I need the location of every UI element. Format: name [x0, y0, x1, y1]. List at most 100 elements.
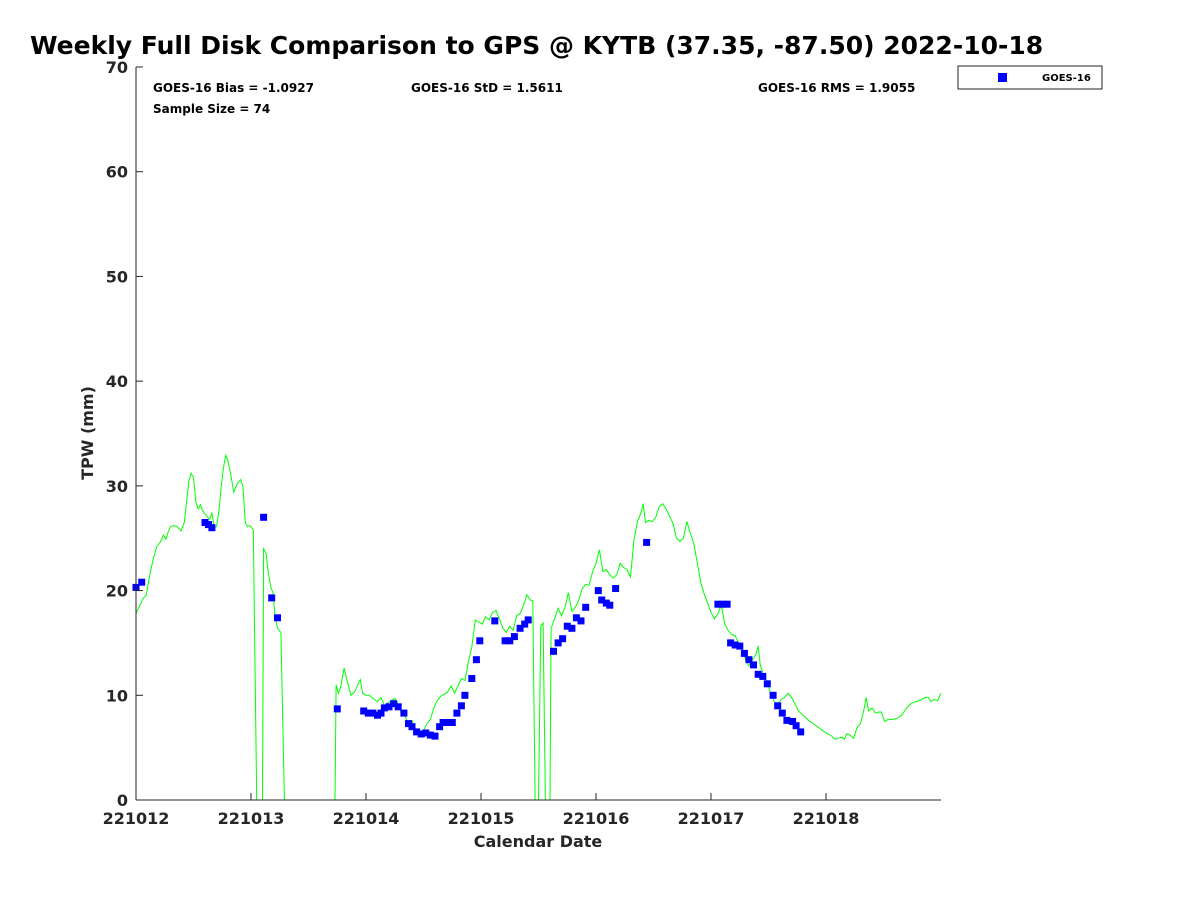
goes16-point	[274, 614, 281, 622]
goes16-point	[360, 707, 368, 715]
x-tick-label: 221014	[333, 809, 400, 828]
goes16-point	[769, 691, 777, 699]
goes16-point	[385, 703, 393, 711]
goes16-point	[606, 601, 614, 609]
goes16-point	[268, 594, 276, 602]
goes16-point	[426, 731, 434, 739]
x-tick-label: 221017	[678, 809, 745, 828]
y-tick-label: 20	[106, 582, 128, 601]
goes16-point	[408, 723, 416, 731]
goes16-point	[745, 656, 753, 664]
y-axis-label: TPW (mm)	[78, 386, 97, 480]
y-tick-label: 60	[106, 163, 128, 182]
goes16-point	[472, 656, 480, 664]
bias-stat: GOES-16 Bias = -1.0927	[153, 81, 314, 95]
goes16-point	[731, 641, 739, 649]
x-tick-label: 221012	[103, 809, 170, 828]
x-axis-ticks: 221012 221013 221014 221015 221016 221017 2210…	[103, 793, 860, 828]
y-tick-label: 0	[117, 791, 128, 810]
goes16-point	[789, 718, 797, 725]
plot-area: 0 10 20 30 40 50 60 70 221012 221013 221014 221015…	[103, 58, 942, 828]
legend-label-goes16: GOES-16	[1042, 73, 1091, 84]
gps-line	[262, 546, 285, 801]
goes16-point	[364, 709, 372, 717]
goes16-point	[491, 617, 499, 625]
goes16-point	[516, 624, 524, 632]
x-tick-label: 221018	[793, 809, 860, 828]
gps-series	[135, 453, 942, 801]
goes16-point	[208, 524, 216, 532]
goes16-point	[550, 647, 557, 655]
goes16-point	[783, 716, 791, 724]
legend: GOES-16	[957, 65, 1103, 90]
goes16-point	[792, 722, 800, 730]
x-tick-label: 221015	[448, 809, 515, 828]
goes16-point	[369, 709, 377, 717]
goes16-point	[510, 633, 518, 641]
goes16-point	[506, 637, 514, 645]
x-tick-label: 221016	[563, 809, 630, 828]
goes16-point	[572, 614, 580, 622]
goes16-point	[763, 680, 771, 688]
goes16-point	[719, 600, 726, 608]
y-axis-ticks: 0 10 20 30 40 50 60 70	[106, 58, 143, 810]
y-tick-label: 70	[106, 58, 128, 77]
legend-marker-goes16	[998, 73, 1007, 82]
goes16-point	[422, 729, 430, 737]
goes16-point	[444, 719, 452, 726]
goes16-point	[453, 709, 461, 717]
gps-line	[334, 502, 942, 801]
goes16-point	[390, 700, 398, 708]
goes16-point	[380, 704, 388, 712]
goes16-point	[333, 705, 341, 713]
goes16-point	[594, 587, 602, 595]
goes16-point	[759, 672, 767, 680]
goes16-point	[754, 670, 762, 678]
goes16-point	[612, 585, 620, 592]
y-tick-label: 40	[106, 372, 128, 391]
goes16-point	[778, 709, 786, 717]
goes16-point	[727, 639, 735, 647]
goes16-series	[132, 513, 805, 740]
plot-background	[136, 67, 941, 800]
goes16-point	[476, 637, 484, 645]
goes16-point	[740, 649, 748, 657]
rms-stat: GOES-16 RMS = 1.9055	[758, 81, 915, 95]
goes16-point	[774, 702, 782, 710]
goes16-point	[524, 616, 532, 624]
goes16-point	[138, 578, 146, 586]
goes16-point	[461, 691, 469, 699]
goes16-point	[417, 730, 425, 738]
chart-title: Weekly Full Disk Comparison to GPS @ KYT…	[30, 31, 1043, 60]
goes16-point	[559, 635, 567, 643]
goes16-point	[436, 723, 444, 731]
goes16-point	[413, 728, 421, 736]
goes16-point	[577, 617, 585, 625]
goes16-point	[736, 642, 744, 650]
y-tick-label: 50	[106, 267, 128, 286]
goes16-point	[723, 600, 731, 608]
goes16-point	[439, 719, 447, 726]
sample-size-stat: Sample Size = 74	[153, 102, 270, 116]
goes16-point	[554, 639, 562, 647]
goes16-point	[714, 600, 722, 608]
goes16-point	[568, 624, 576, 632]
goes16-point	[468, 675, 476, 682]
goes16-point	[394, 703, 402, 711]
goes16-point	[448, 719, 456, 726]
goes16-point	[582, 603, 590, 611]
goes16-point	[750, 661, 757, 669]
goes16-point	[563, 622, 571, 630]
y-tick-label: 10	[106, 686, 128, 705]
goes16-point	[260, 513, 268, 521]
goes16-point	[431, 732, 439, 740]
goes16-point	[521, 620, 529, 628]
legend-box	[957, 65, 1103, 90]
goes16-point	[598, 596, 606, 604]
goes16-point	[457, 702, 465, 710]
x-tick-label: 221013	[218, 809, 285, 828]
goes16-point	[501, 637, 509, 645]
y-tick-label: 30	[106, 477, 128, 496]
std-stat: GOES-16 StD = 1.5611	[411, 81, 563, 95]
